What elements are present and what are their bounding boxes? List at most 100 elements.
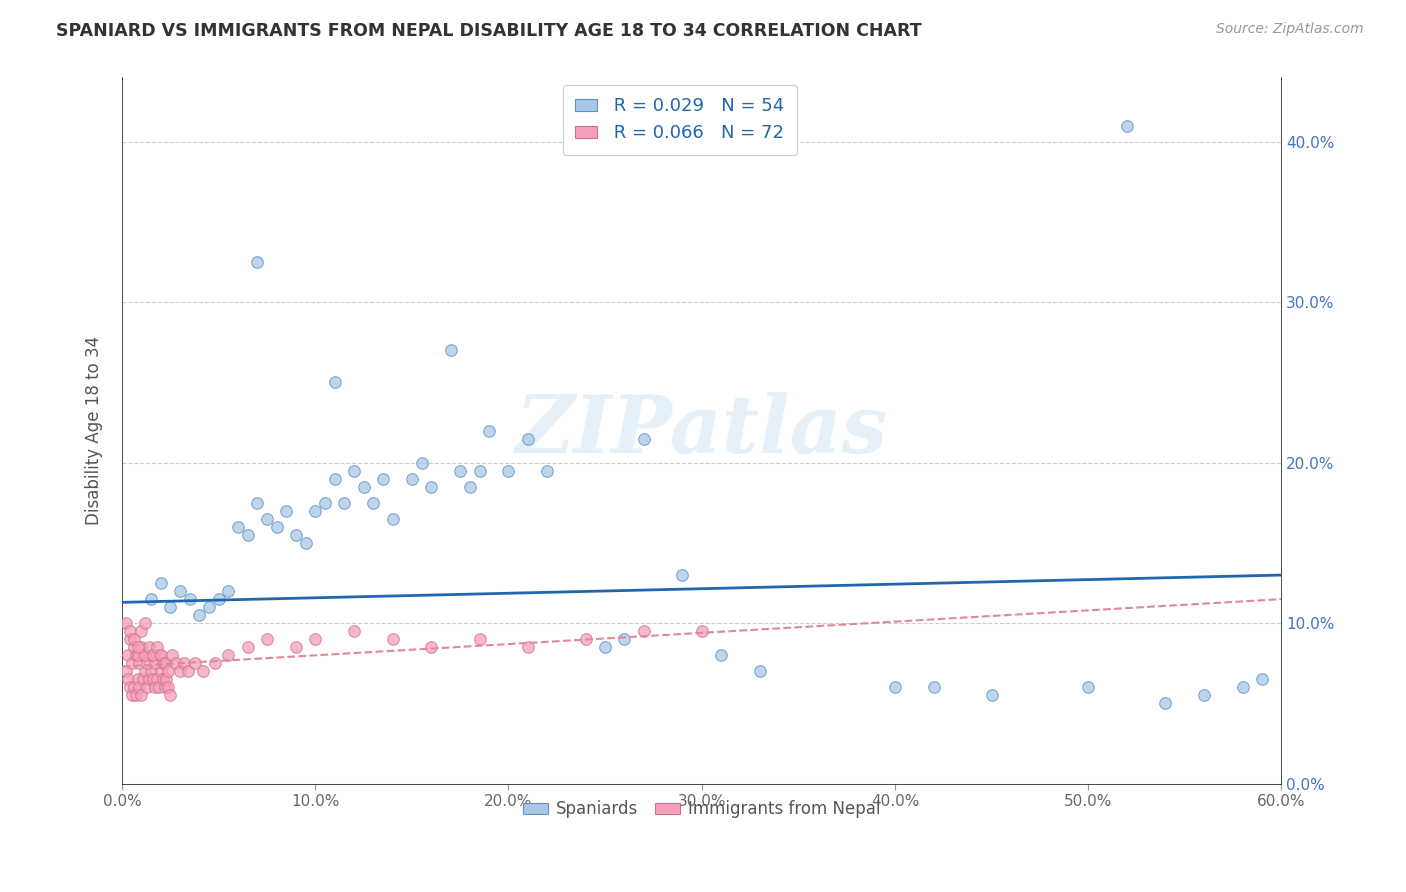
Point	[138, 640, 160, 655]
Point	[208, 592, 231, 607]
Point	[131, 689, 153, 703]
Point	[478, 424, 501, 438]
Point	[155, 673, 177, 687]
Point	[162, 648, 184, 663]
Point	[226, 520, 249, 534]
Point	[411, 456, 433, 470]
Point	[121, 657, 143, 671]
Point	[198, 600, 221, 615]
Point	[266, 520, 288, 534]
Point	[165, 657, 187, 671]
Point	[323, 376, 346, 390]
Point	[134, 648, 156, 663]
Point	[304, 504, 326, 518]
Point	[148, 648, 170, 663]
Point	[613, 632, 636, 647]
Point	[139, 592, 162, 607]
Point	[159, 689, 181, 703]
Point	[922, 681, 945, 695]
Point	[143, 657, 166, 671]
Point	[118, 624, 141, 639]
Point	[204, 657, 226, 671]
Point	[284, 528, 307, 542]
Point	[256, 512, 278, 526]
Point	[343, 464, 366, 478]
Point	[1077, 681, 1099, 695]
Point	[748, 665, 770, 679]
Point	[401, 472, 423, 486]
Point	[468, 464, 491, 478]
Point	[134, 665, 156, 679]
Point	[124, 689, 146, 703]
Point	[127, 640, 149, 655]
Point	[143, 681, 166, 695]
Point	[381, 632, 404, 647]
Point	[593, 640, 616, 655]
Point	[536, 464, 558, 478]
Point	[690, 624, 713, 639]
Point	[179, 592, 201, 607]
Point	[115, 665, 138, 679]
Text: Source: ZipAtlas.com: Source: ZipAtlas.com	[1216, 22, 1364, 37]
Point	[294, 536, 316, 550]
Point	[1115, 119, 1137, 133]
Point	[236, 528, 259, 542]
Point	[122, 681, 145, 695]
Point	[131, 624, 153, 639]
Point	[128, 681, 150, 695]
Point	[1154, 697, 1177, 711]
Point	[449, 464, 471, 478]
Point	[132, 673, 155, 687]
Point	[193, 665, 215, 679]
Point	[142, 648, 165, 663]
Point	[323, 472, 346, 486]
Y-axis label: Disability Age 18 to 34: Disability Age 18 to 34	[86, 336, 103, 525]
Point	[884, 681, 907, 695]
Text: SPANIARD VS IMMIGRANTS FROM NEPAL DISABILITY AGE 18 TO 34 CORRELATION CHART: SPANIARD VS IMMIGRANTS FROM NEPAL DISABI…	[56, 22, 922, 40]
Point	[146, 640, 169, 655]
Point	[152, 673, 174, 687]
Legend: Spaniards, Immigrants from Nepal: Spaniards, Immigrants from Nepal	[516, 794, 887, 825]
Point	[152, 657, 174, 671]
Point	[343, 624, 366, 639]
Point	[117, 648, 139, 663]
Point	[122, 632, 145, 647]
Point	[127, 673, 149, 687]
Text: ZIPatlas: ZIPatlas	[516, 392, 887, 469]
Point	[333, 496, 356, 510]
Point	[276, 504, 298, 518]
Point	[169, 584, 191, 599]
Point	[1192, 689, 1215, 703]
Point	[157, 665, 180, 679]
Point	[184, 657, 207, 671]
Point	[188, 608, 211, 623]
Point	[131, 640, 153, 655]
Point	[117, 673, 139, 687]
Point	[304, 632, 326, 647]
Point	[516, 640, 538, 655]
Point	[146, 673, 169, 687]
Point	[217, 648, 239, 663]
Point	[498, 464, 520, 478]
Point	[353, 480, 375, 494]
Point	[153, 681, 176, 695]
Point	[468, 632, 491, 647]
Point	[516, 432, 538, 446]
Point	[246, 496, 269, 510]
Point	[115, 616, 138, 631]
Point	[381, 512, 404, 526]
Point	[314, 496, 336, 510]
Point	[132, 648, 155, 663]
Point	[284, 640, 307, 655]
Point	[575, 632, 598, 647]
Point	[139, 665, 162, 679]
Point	[148, 681, 170, 695]
Point	[371, 472, 394, 486]
Point	[149, 648, 172, 663]
Point	[439, 343, 461, 358]
Point	[136, 657, 159, 671]
Point	[361, 496, 384, 510]
Point	[236, 640, 259, 655]
Point	[420, 480, 443, 494]
Point	[173, 657, 195, 671]
